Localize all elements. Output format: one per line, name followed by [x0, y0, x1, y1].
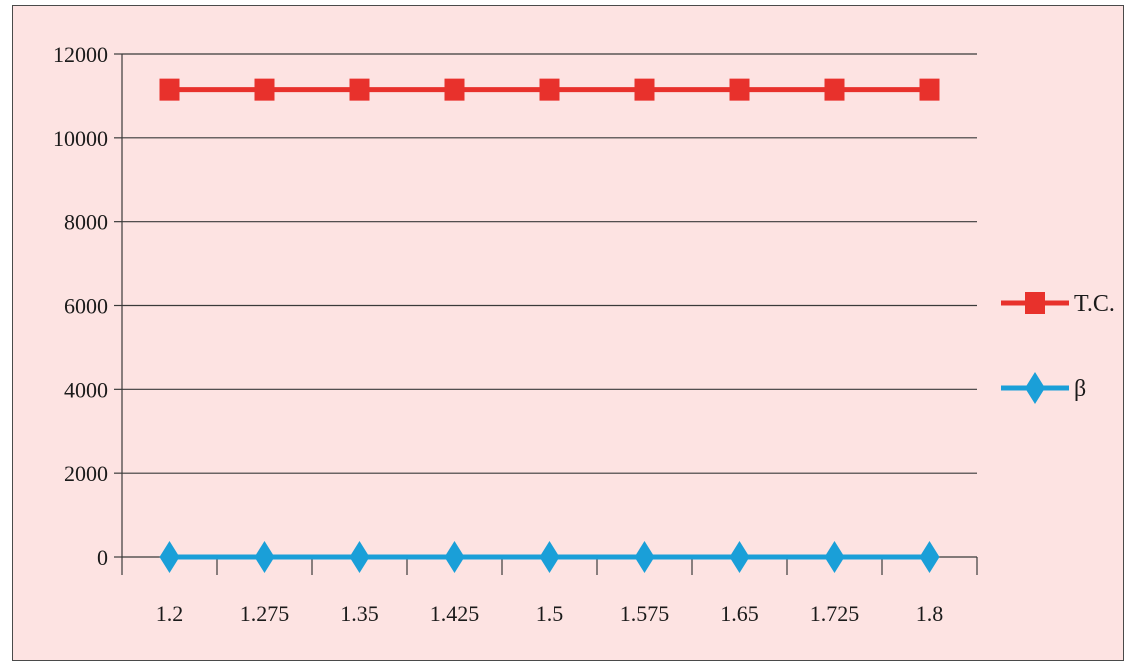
series-beta [159, 541, 940, 573]
data-point [824, 78, 845, 101]
x-tick-label: 1.425 [430, 601, 480, 626]
x-tick-label: 1.2 [156, 601, 184, 626]
legend-marker [1025, 372, 1045, 404]
data-point [349, 541, 370, 573]
data-point [824, 541, 845, 573]
gridlines [122, 53, 977, 474]
legend-label: β [1074, 376, 1086, 402]
y-tick-label: 8000 [64, 210, 108, 235]
y-tick-label: 6000 [64, 294, 108, 319]
data-point [919, 78, 940, 101]
data-point [444, 78, 465, 101]
legend-item: β [1001, 372, 1086, 404]
y-tick-label: 0 [97, 545, 108, 570]
y-tick-label: 10000 [53, 126, 108, 151]
data-point [444, 541, 465, 573]
axes: 0 2000 4000 6000 8000 10000 12000 1.2 1.275 1.35 1… [53, 42, 978, 626]
legend-marker [1025, 292, 1045, 314]
y-tick-label: 4000 [64, 377, 108, 402]
x-tick-label: 1.275 [240, 601, 290, 626]
data-point [634, 541, 655, 573]
data-point [159, 541, 180, 573]
x-tick-label: 1.725 [810, 601, 860, 626]
x-tick-label: 1.35 [340, 601, 379, 626]
chart-frame: 0 2000 4000 6000 8000 10000 12000 1.2 1.275 1.35 1… [12, 5, 1124, 661]
x-tick-label: 1.8 [916, 601, 944, 626]
legend-item: T.C. [1001, 291, 1115, 317]
data-point [634, 78, 655, 101]
y-tick-label: 2000 [64, 461, 108, 486]
legend-label: T.C. [1074, 291, 1115, 317]
data-point [729, 78, 750, 101]
data-point [539, 78, 560, 101]
data-point [539, 541, 560, 573]
x-tick-label: 1.65 [720, 601, 759, 626]
data-point [254, 541, 275, 573]
data-point [919, 541, 940, 573]
legend: T.C. β [1001, 291, 1115, 404]
x-tick-label: 1.5 [536, 601, 564, 626]
data-point [254, 78, 275, 101]
series-tc [159, 78, 940, 101]
x-tick-label: 1.575 [620, 601, 670, 626]
line-chart: 0 2000 4000 6000 8000 10000 12000 1.2 1.275 1.35 1… [53, 42, 1115, 626]
data-point [159, 78, 180, 101]
y-tick-label: 12000 [53, 42, 108, 67]
series-layer [159, 78, 940, 573]
data-point [729, 541, 750, 573]
data-point [349, 78, 370, 101]
